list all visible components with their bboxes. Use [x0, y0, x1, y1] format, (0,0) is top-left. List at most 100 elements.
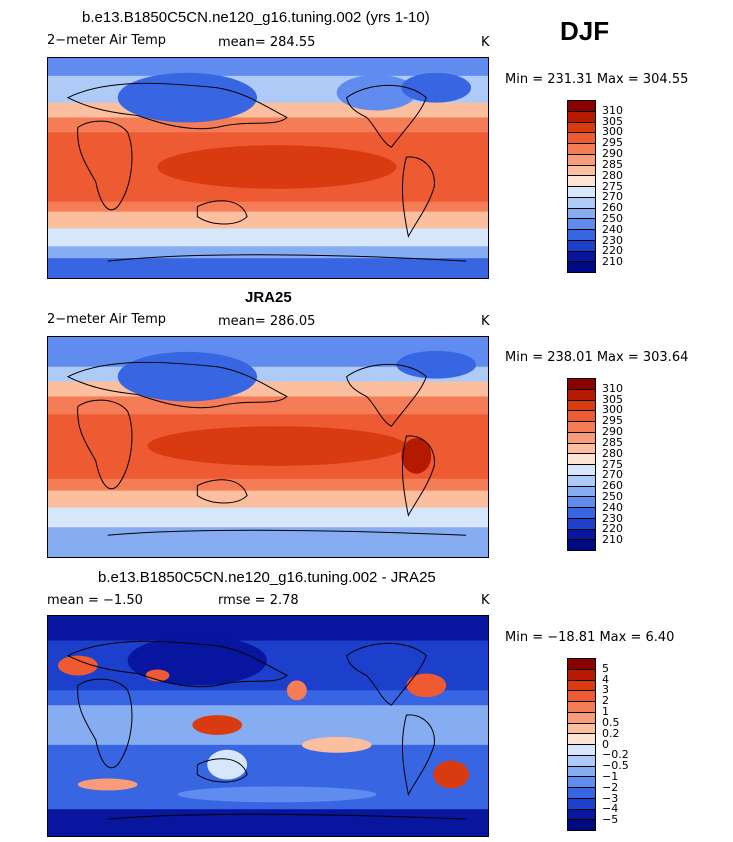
colorbar-swatch [568, 529, 595, 541]
colorbar-tick-label: −3 [602, 791, 619, 805]
colorbar-swatch [568, 111, 595, 123]
colorbar-swatch [568, 101, 595, 112]
colorbar-tick-label: 1 [602, 705, 609, 719]
panel-1-map [47, 57, 489, 279]
colorbar-swatch [568, 230, 595, 241]
colorbar-swatch [568, 251, 595, 263]
colorbar-swatch [568, 766, 595, 778]
colorbar-tick-label: 295 [602, 414, 623, 428]
colorbar-tick-label: 300 [602, 403, 623, 417]
colorbar-tick-label: 230 [602, 511, 623, 525]
colorbar-swatch [568, 465, 595, 476]
colorbar-swatch [568, 400, 595, 412]
colorbar-tick-label: 4 [602, 672, 609, 686]
colorbar-tick-label: 310 [602, 103, 623, 117]
colorbar-tick-label: 220 [602, 522, 623, 536]
colorbar-swatch [568, 133, 595, 144]
colorbar-tick-label: −0.2 [602, 748, 629, 762]
colorbar-tick-label: 2 [602, 694, 609, 708]
panel-1-title: b.e13.B1850C5CN.ne120_g16.tuning.002 (yr… [82, 9, 430, 26]
colorbar-swatch [568, 777, 595, 788]
colorbar-swatch [568, 680, 595, 692]
colorbar-tick-label: 275 [602, 179, 623, 193]
panel-3-title: b.e13.B1850C5CN.ne120_g16.tuning.002 - J… [98, 569, 436, 586]
colorbar-swatch [568, 691, 595, 702]
colorbar-swatch [568, 144, 595, 155]
colorbar-tick-label: 240 [602, 222, 623, 236]
colorbar-swatch [568, 165, 595, 177]
colorbar-swatch [568, 154, 595, 166]
colorbar-swatch [568, 176, 595, 187]
colorbar-tick-label: −4 [602, 802, 619, 816]
panel-1-minmax: Min = 231.31 Max = 304.55 [505, 72, 689, 87]
colorbar-swatch [568, 187, 595, 198]
colorbar-swatch [568, 798, 595, 810]
colorbar-swatch [568, 669, 595, 681]
colorbar-swatch [568, 497, 595, 508]
panel-1-colorbar [567, 100, 596, 273]
colorbar-tick-label: 285 [602, 435, 623, 449]
colorbar-swatch [568, 745, 595, 756]
colorbar-tick-label: 3 [602, 683, 609, 697]
panel-1-units: K [481, 35, 490, 50]
season-label: DJF [560, 16, 610, 46]
panel-3-minmax: Min = −18.81 Max = 6.40 [505, 630, 675, 645]
colorbar-tick-label: 0.5 [602, 715, 620, 729]
colorbar-swatch [568, 197, 595, 209]
colorbar-tick-label: 275 [602, 457, 623, 471]
colorbar-tick-label: 290 [602, 147, 623, 161]
colorbar-tick-label: −1 [602, 769, 619, 783]
colorbar-swatch [568, 659, 595, 670]
colorbar-tick-label: 5 [602, 661, 609, 675]
panel-2-title: JRA25 [245, 289, 292, 306]
panel-3-colorbar [567, 658, 596, 831]
colorbar-swatch [568, 422, 595, 433]
colorbar-tick-label: 210 [602, 533, 623, 547]
colorbar-swatch [568, 443, 595, 455]
colorbar-swatch [568, 702, 595, 713]
colorbar-tick-label: 270 [602, 468, 623, 482]
panel-2-minmax: Min = 238.01 Max = 303.64 [505, 350, 689, 365]
colorbar-swatch [568, 723, 595, 735]
colorbar-swatch [568, 755, 595, 767]
colorbar-tick-label: 300 [602, 125, 623, 139]
colorbar-tick-label: 250 [602, 489, 623, 503]
panel-2-variable-label: 2−meter Air Temp [47, 312, 167, 327]
colorbar-tick-label: −2 [602, 780, 619, 794]
colorbar-swatch [568, 219, 595, 230]
colorbar-tick-label: 295 [602, 136, 623, 150]
colorbar-swatch [568, 432, 595, 444]
panel-1-variable-label: 2−meter Air Temp [47, 33, 167, 48]
colorbar-swatch [568, 820, 595, 830]
colorbar-swatch [568, 734, 595, 745]
colorbar-tick-label: 0.2 [602, 726, 620, 740]
colorbar-swatch [568, 475, 595, 487]
panel-3-rmse-label: rmse = 2.78 [218, 593, 299, 608]
colorbar-tick-label: 250 [602, 211, 623, 225]
colorbar-tick-label: 220 [602, 244, 623, 258]
colorbar-swatch [568, 712, 595, 724]
colorbar-tick-label: 240 [602, 500, 623, 514]
colorbar-tick-label: 285 [602, 157, 623, 171]
colorbar-tick-label: 0 [602, 737, 609, 751]
colorbar-swatch [568, 809, 595, 821]
colorbar-swatch [568, 788, 595, 799]
colorbar-tick-label: 230 [602, 233, 623, 247]
panel-3-units: K [481, 593, 490, 608]
colorbar-swatch [568, 454, 595, 465]
colorbar-swatch [568, 379, 595, 390]
colorbar-swatch [568, 486, 595, 498]
colorbar-swatch [568, 240, 595, 252]
panel-2-mean-label: mean= 286.05 [218, 314, 316, 329]
panel-3-map [47, 615, 489, 837]
colorbar-tick-label: 305 [602, 114, 623, 128]
colorbar-swatch [568, 122, 595, 134]
colorbar-swatch [568, 540, 595, 550]
panel-2-map [47, 336, 489, 558]
colorbar-swatch [568, 389, 595, 401]
colorbar-swatch [568, 262, 595, 272]
panel-2-units: K [481, 314, 490, 329]
colorbar-swatch [568, 208, 595, 220]
colorbar-swatch [568, 518, 595, 530]
colorbar-tick-label: 210 [602, 255, 623, 269]
